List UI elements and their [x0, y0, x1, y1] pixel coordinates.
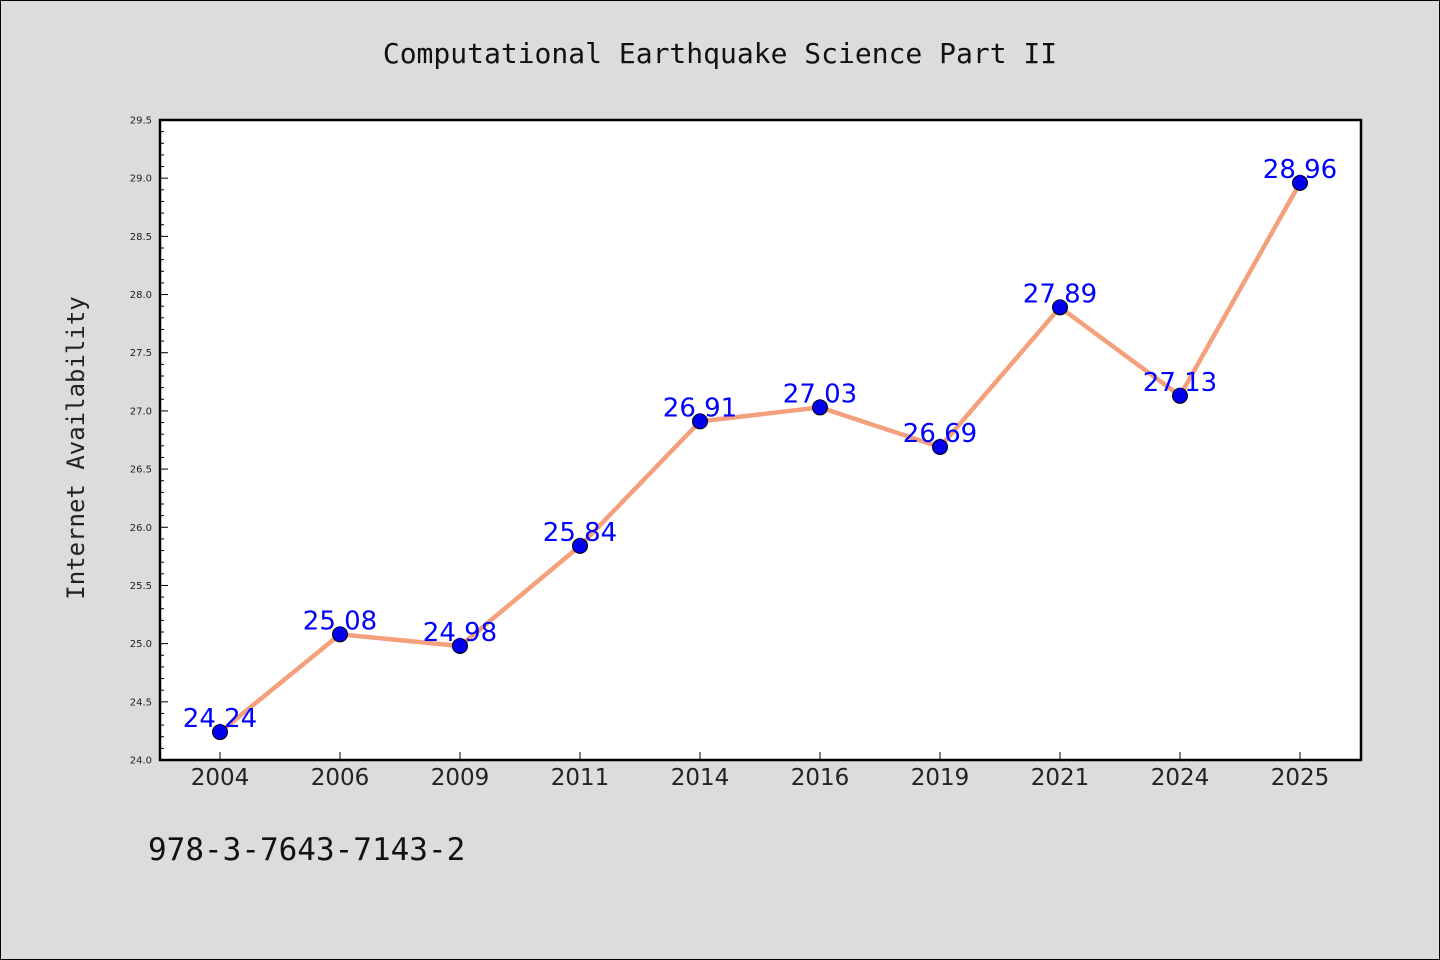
x-tick-label: 2021	[1031, 765, 1090, 791]
series	[212, 174, 1308, 741]
y-axis: 24.0 24.5 25.0 25.5 26.0 26.5 27.0 27.5 28.0 28.5…	[130, 116, 168, 767]
data-label: 24.98	[423, 618, 497, 648]
y-tick-label: 25.0	[130, 639, 152, 650]
y-tick-label: 28.0	[130, 290, 152, 301]
data-point	[812, 399, 828, 416]
data-label: 27.13	[1143, 368, 1217, 398]
data-label: 27.03	[783, 379, 857, 409]
x-tick-label: 2025	[1271, 765, 1330, 791]
data-point	[692, 413, 708, 430]
data-point	[212, 724, 228, 741]
x-tick-label: 2024	[1151, 765, 1210, 791]
data-label: 26.91	[663, 393, 737, 423]
data-label: 25.84	[543, 518, 617, 548]
y-tick-label: 27.0	[130, 406, 152, 417]
data-label: 25.08	[303, 606, 377, 636]
y-tick-label: 26.0	[130, 523, 152, 534]
y-tick-label: 27.5	[130, 348, 152, 359]
x-tick-label: 2006	[311, 765, 370, 791]
x-tick-label: 2009	[431, 765, 490, 791]
data-point	[572, 537, 588, 554]
plot-area	[158, 118, 1363, 762]
y-axis-label: Internet Availability	[62, 296, 90, 599]
data-point	[1172, 387, 1188, 404]
y-tick-label: 29.5	[130, 116, 152, 127]
data-labels: 24.24 25.08 24.98 25.84 26.91 27.03 26.69 27.89…	[183, 155, 1337, 734]
y-tick-label: 24.5	[130, 697, 152, 708]
x-tick-label: 2004	[191, 765, 250, 791]
data-point	[1292, 174, 1308, 191]
data-point	[452, 637, 468, 654]
x-axis: 2004 2006 2009 2011 2014 2016 2019 2021 2024 2025	[191, 752, 1330, 791]
y-tick-label: 25.5	[130, 581, 152, 592]
y-tick-label: 24.0	[130, 756, 152, 767]
x-tick-label: 2016	[791, 765, 850, 791]
x-tick-label: 2014	[671, 765, 730, 791]
y-tick-label: 28.5	[130, 232, 152, 243]
data-point	[332, 626, 348, 643]
chart-title: Computational Earthquake Science Part II	[383, 37, 1057, 70]
data-point	[1052, 299, 1068, 316]
series-line	[217, 180, 1303, 735]
x-tick-label: 2019	[911, 765, 970, 791]
data-label: 26.69	[903, 419, 977, 449]
y-tick-label: 29.0	[130, 174, 152, 185]
y-tick-label: 26.5	[130, 465, 152, 476]
x-tick-label: 2011	[551, 765, 610, 791]
data-label: 27.89	[1023, 279, 1097, 309]
data-point	[932, 438, 948, 455]
isbn-code: 978-3-7643-7143-2	[148, 832, 466, 868]
data-label: 24.24	[183, 704, 257, 734]
data-label: 28.96	[1263, 155, 1337, 185]
